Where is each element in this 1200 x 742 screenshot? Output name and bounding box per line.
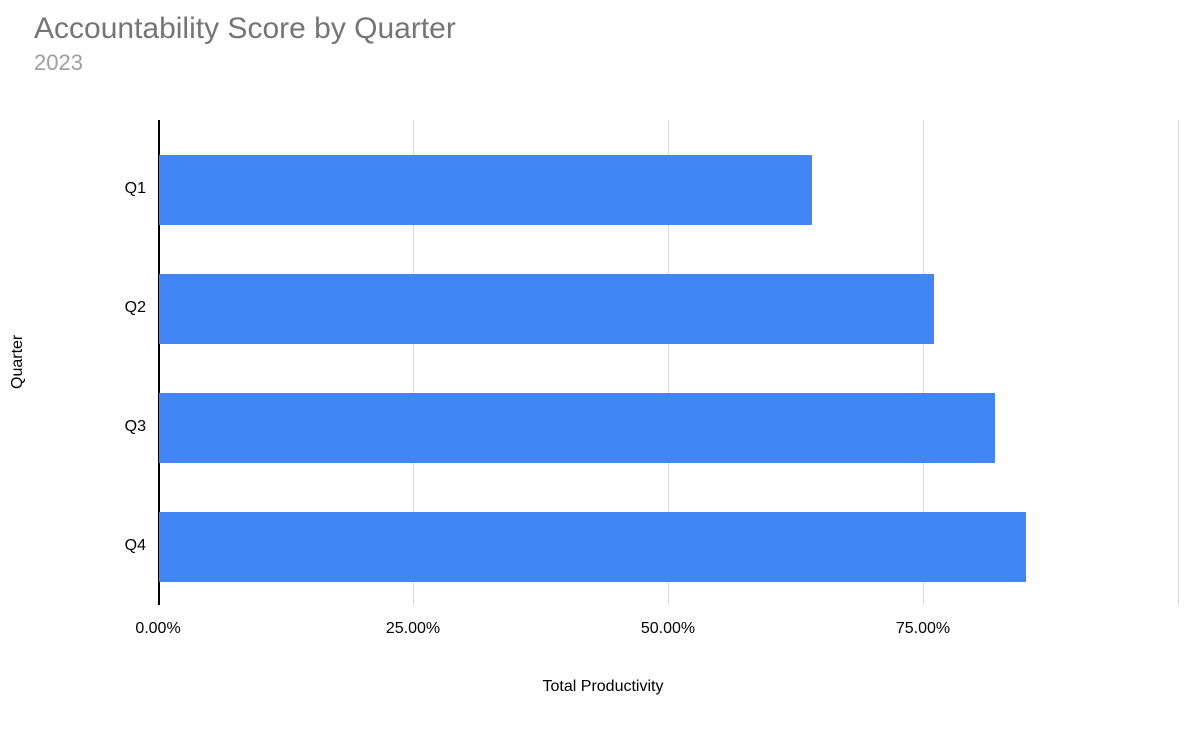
bar-q4	[159, 512, 1026, 582]
x-tick-label: 50.00%	[641, 620, 695, 638]
chart-title: Accountability Score by Quarter	[34, 12, 1174, 46]
y-tick-label: Q1	[96, 180, 146, 198]
plot-area	[158, 120, 1178, 605]
grid-line	[1178, 120, 1179, 605]
bar-q2	[159, 274, 934, 344]
x-axis-label: Total Productivity	[543, 678, 664, 742]
bar-q3	[159, 393, 995, 463]
y-tick-label: Q3	[96, 418, 146, 436]
y-axis-label: Quarter	[9, 335, 27, 389]
bar-q1	[159, 155, 812, 225]
x-tick-label: 0.00%	[135, 620, 180, 638]
x-tick-label: 75.00%	[896, 620, 950, 638]
chart-container: Accountability Score by Quarter 2023	[34, 12, 1174, 76]
x-tick-label: 25.00%	[386, 620, 440, 638]
y-tick-label: Q4	[96, 537, 146, 555]
plot-wrapper: Quarter Q1Q2Q3Q4 0.00%25.00%50.00%75.00%…	[28, 120, 1178, 720]
chart-subtitle: 2023	[34, 50, 1174, 76]
y-tick-label: Q2	[96, 299, 146, 317]
